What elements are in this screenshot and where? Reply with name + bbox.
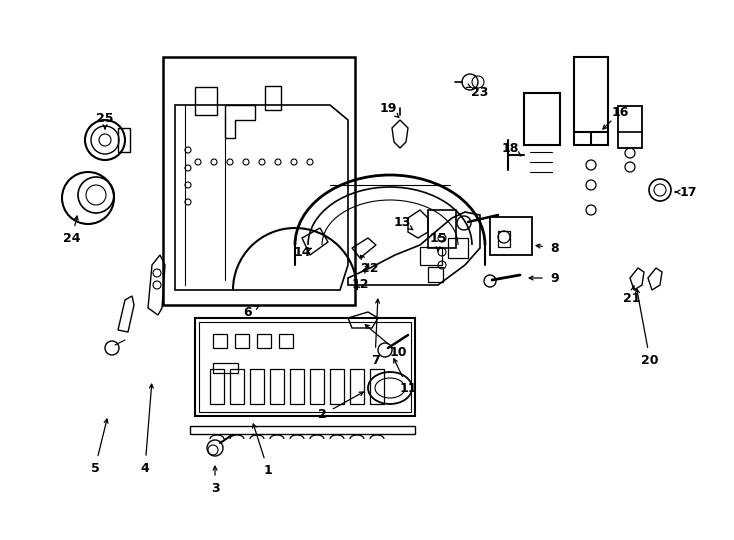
Bar — [279, 334, 293, 348]
Bar — [310, 369, 324, 404]
Text: 19: 19 — [379, 102, 396, 114]
Text: 10: 10 — [389, 346, 407, 359]
Text: 18: 18 — [501, 141, 519, 154]
Bar — [190, 426, 415, 434]
Bar — [210, 369, 224, 404]
Bar — [498, 231, 510, 247]
Text: 14: 14 — [294, 246, 310, 259]
Text: 25: 25 — [96, 111, 114, 125]
Bar — [199, 322, 411, 412]
Text: 17: 17 — [679, 186, 697, 199]
Bar — [330, 369, 344, 404]
Text: 22: 22 — [361, 261, 379, 274]
Text: 24: 24 — [63, 232, 81, 245]
Bar — [428, 267, 443, 282]
Bar — [250, 369, 264, 404]
Bar — [213, 363, 238, 373]
Bar — [235, 334, 249, 348]
Text: 8: 8 — [550, 241, 559, 254]
Bar — [163, 57, 355, 305]
Bar — [448, 238, 468, 258]
Text: 21: 21 — [623, 292, 641, 305]
Bar — [195, 87, 217, 115]
Text: 15: 15 — [429, 232, 447, 245]
Text: 9: 9 — [550, 272, 559, 285]
Bar — [618, 106, 642, 148]
Text: 1: 1 — [264, 463, 272, 476]
Text: 7: 7 — [371, 354, 379, 367]
Bar — [230, 369, 244, 404]
Text: 6: 6 — [244, 306, 252, 319]
Bar — [350, 369, 364, 404]
Text: 12: 12 — [352, 279, 368, 292]
Text: 11: 11 — [399, 381, 417, 395]
Text: 16: 16 — [611, 105, 629, 118]
Bar — [270, 369, 284, 404]
Bar — [420, 247, 442, 265]
Bar — [574, 57, 608, 145]
Bar — [290, 369, 304, 404]
Bar — [428, 210, 456, 248]
Bar — [370, 369, 384, 404]
Bar — [490, 217, 532, 255]
Bar — [213, 334, 227, 348]
Text: 3: 3 — [211, 482, 219, 495]
Bar — [524, 93, 560, 145]
Bar — [265, 86, 281, 110]
Bar — [195, 318, 415, 416]
Bar — [257, 334, 271, 348]
Text: 23: 23 — [471, 85, 489, 98]
Text: 4: 4 — [141, 462, 150, 475]
Text: 2: 2 — [318, 408, 327, 422]
Text: 20: 20 — [642, 354, 658, 367]
Text: 5: 5 — [90, 462, 99, 475]
Text: 13: 13 — [393, 215, 411, 228]
